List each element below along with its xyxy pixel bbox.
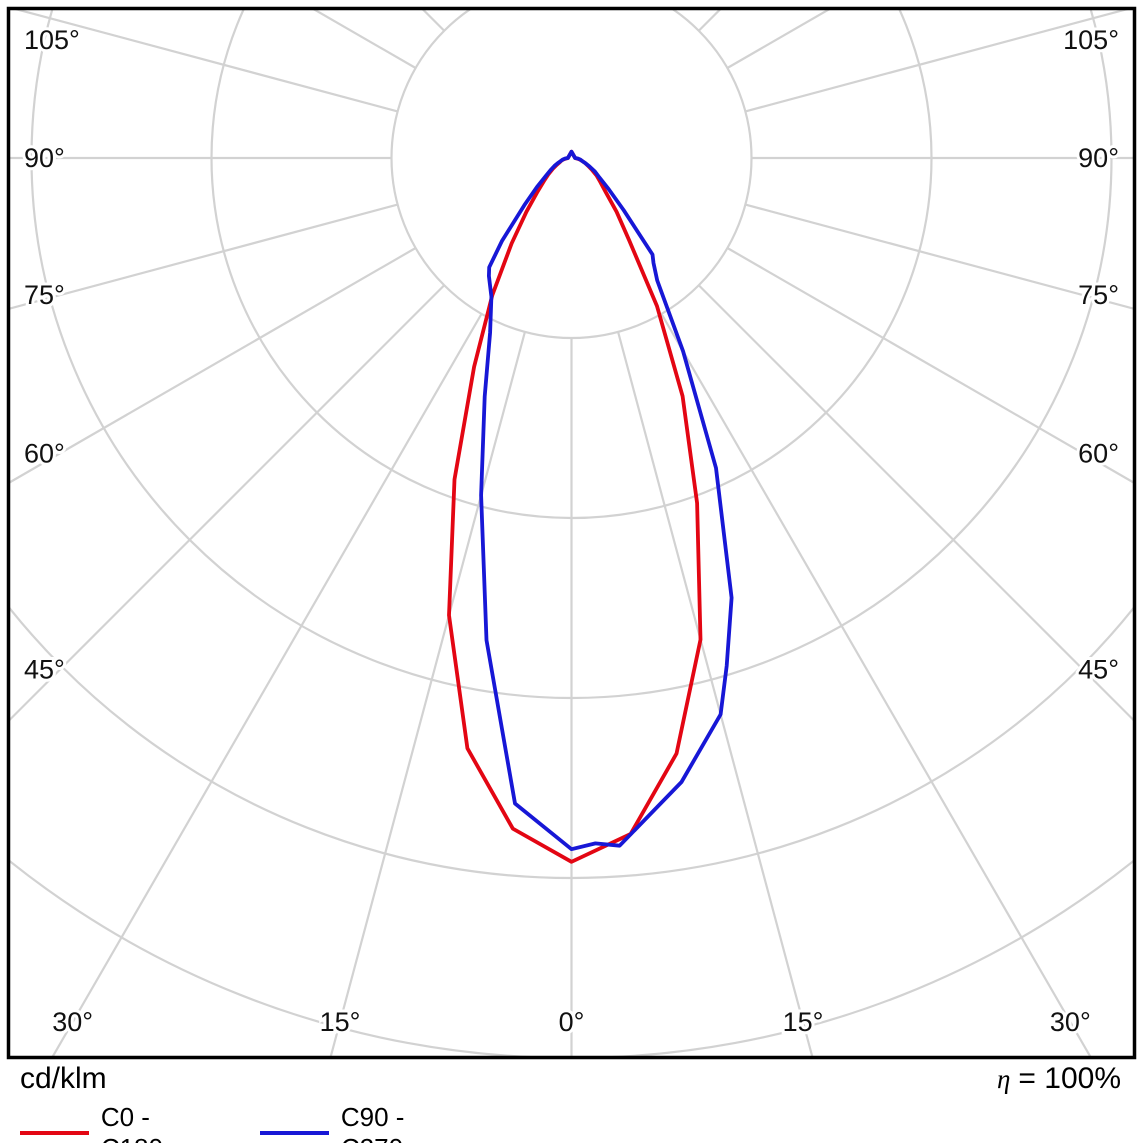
angle-label-right-60: 60°	[1078, 438, 1119, 468]
angle-label-right-75: 75°	[1078, 280, 1119, 310]
angle-label-bottom-4: 30°	[1050, 1007, 1091, 1037]
grid-spoke	[745, 203, 1133, 310]
legend-label-c90-c270: C90 - C270	[340, 1102, 405, 1143]
angle-label-right-90: 90°	[1078, 143, 1119, 173]
angle-label-left-105: 105°	[24, 25, 80, 55]
eta-symbol: η	[997, 1064, 1011, 1094]
grid-spoke	[0, 0, 482, 2]
grid-spoke	[617, 331, 814, 1056]
series-swatch-blue	[260, 1131, 329, 1135]
grid-spoke	[10, 203, 398, 310]
angle-label-bottom-0: 30°	[52, 1007, 93, 1037]
legend-item-c0-c180: C0 - C180	[20, 1102, 214, 1143]
angle-label-left-75: 75°	[24, 280, 65, 310]
efficiency-readout: η = 100%	[997, 1062, 1121, 1096]
grid-spoke	[10, 247, 417, 484]
legend: C0 - C180 C90 - C270	[18, 1096, 468, 1143]
angle-label-bottom-3: 15°	[783, 1007, 824, 1037]
angle-label-left-60: 60°	[24, 438, 65, 468]
grid-spoke	[698, 284, 1133, 722]
legend-item-c90-c270: C90 - C270	[260, 1102, 468, 1143]
grid-spoke	[329, 331, 526, 1056]
grid-spoke	[726, 247, 1133, 484]
grid-spoke	[14, 10, 398, 113]
angle-label-bottom-1: 15°	[320, 1007, 361, 1037]
series-curve-1	[479, 149, 734, 852]
grid-spoke	[51, 313, 483, 1056]
grid-ring	[390, 10, 753, 340]
angle-label-bottom-2: 0°	[559, 1007, 585, 1037]
series-swatch-red	[20, 1131, 89, 1135]
angle-labels: 105° 105° 90° 90° 75° 75° 60° 60° 45° 45° 30° 15° 0°…	[21, 22, 1122, 1040]
efficiency-value: = 100%	[1018, 1062, 1121, 1095]
angle-label-right-105: 105°	[1063, 25, 1119, 55]
grid-spoke	[10, 284, 445, 722]
angle-label-left-45: 45°	[24, 655, 65, 685]
plot-border	[6, 6, 1137, 1060]
grid-spoke	[745, 10, 1129, 113]
grid-spoke	[660, 313, 1092, 1056]
angle-label-left-90: 90°	[24, 143, 65, 173]
angle-label-right-45: 45°	[1078, 655, 1119, 685]
legend-label-c0-c180: C0 - C180	[100, 1102, 163, 1143]
unit-label: cd/klm	[20, 1062, 107, 1095]
intensity-curves	[447, 149, 734, 864]
grid-spoke	[662, 0, 1143, 2]
